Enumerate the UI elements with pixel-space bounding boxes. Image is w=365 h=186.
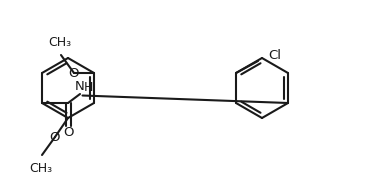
Text: CH₃: CH₃ — [49, 36, 72, 49]
Text: Cl: Cl — [268, 49, 281, 62]
Text: CH₃: CH₃ — [30, 161, 53, 174]
Text: H: H — [84, 81, 93, 94]
Text: O: O — [68, 67, 79, 79]
Text: O: O — [49, 131, 60, 144]
Text: O: O — [63, 126, 73, 139]
Text: N: N — [75, 79, 84, 92]
